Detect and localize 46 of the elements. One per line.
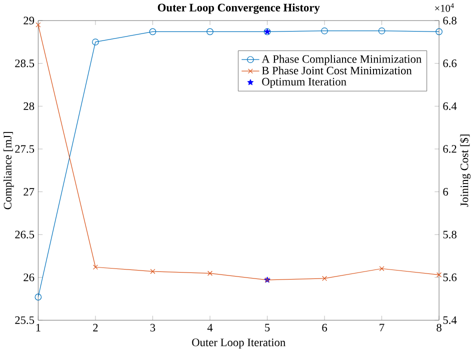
point	[206, 28, 214, 36]
y2-tick-label: 5.4	[443, 316, 457, 324]
y2-tick-label: 6.8	[443, 16, 456, 24]
point	[207, 270, 212, 276]
point	[150, 268, 156, 274]
y2-tick-label: 6.4	[443, 102, 457, 110]
legend-label: A Phase Compliance Minimization	[262, 54, 422, 66]
y-tick-label: 28	[24, 102, 34, 110]
y-tick-label: 27	[24, 188, 34, 196]
y2-tick-label: 6.2	[443, 145, 456, 153]
point	[34, 294, 42, 300]
y-tick-label: 27.5	[15, 145, 34, 153]
point	[436, 272, 442, 278]
x-tick-label: 4	[207, 324, 213, 332]
point	[149, 28, 156, 36]
x-tick-label: 3	[150, 324, 156, 332]
x-tick-label: 5	[265, 324, 270, 332]
y-tick-label: 26.5	[15, 230, 34, 238]
y2-axis-title: Joining Cost [$]	[460, 134, 471, 207]
x-tick-label: 7	[380, 324, 384, 332]
x-tick-label: 6	[322, 324, 328, 332]
y-axis-title: Compliance [mJ]	[3, 132, 14, 210]
point	[36, 22, 41, 28]
x-tick-label: 2	[93, 324, 98, 332]
point	[378, 27, 386, 34]
point	[321, 27, 328, 34]
point	[379, 266, 384, 272]
point	[322, 276, 328, 281]
y2-tick-label: 5.6	[443, 274, 457, 282]
chart-title: Outer Loop Convergence History	[158, 3, 320, 14]
x-axis-title: Outer Loop Iteration	[192, 338, 286, 349]
y2-tick-label: 5.8	[443, 230, 456, 238]
y-tick-label: 26	[24, 274, 34, 282]
x-tick-label: 8	[436, 324, 442, 332]
legend-label: Optimum Iteration	[262, 78, 346, 88]
y2-tick-label: 6.6	[443, 60, 457, 68]
point	[92, 38, 99, 46]
x-tick-label: 1	[36, 324, 40, 332]
point	[436, 28, 442, 36]
text: ×10$^{4}$	[435, 3, 454, 12]
point	[92, 264, 98, 270]
y2-tick-label: 6	[443, 188, 448, 196]
y-tick-label: 25.5	[15, 316, 34, 324]
y-tick-label: 29	[24, 16, 34, 24]
legend-label: B Phase Joint Cost Minimization	[262, 66, 412, 74]
y-tick-label: 28.5	[15, 60, 34, 68]
